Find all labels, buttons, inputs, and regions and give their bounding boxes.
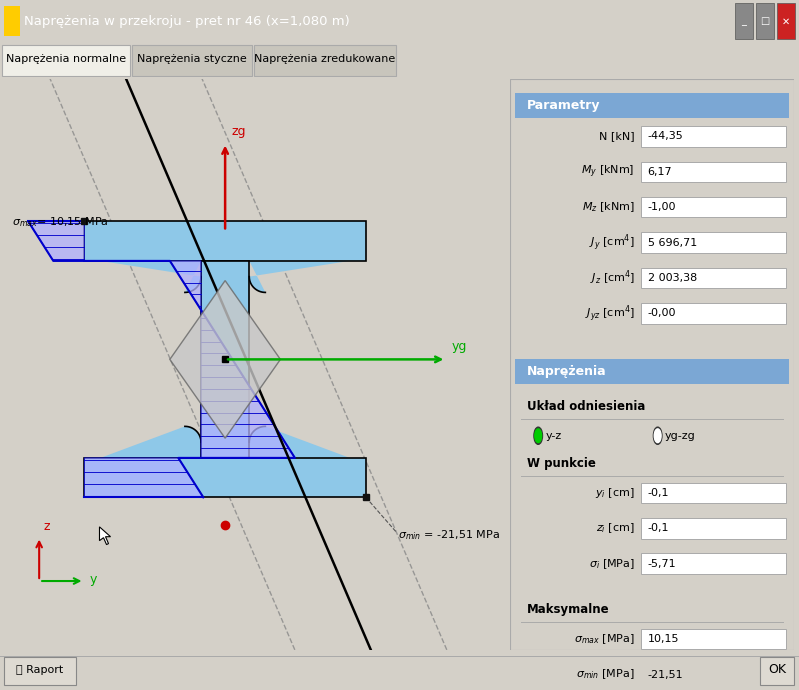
Bar (641, 161, 785, 182)
Bar (641, 629, 785, 649)
Bar (85, 221, 366, 261)
Polygon shape (100, 527, 110, 544)
Text: Naprężenia w przekroju - pret nr 46 (x=1,080 m): Naprężenia w przekroju - pret nr 46 (x=1… (24, 15, 350, 28)
Text: $M_z$ [kNm]: $M_z$ [kNm] (582, 200, 635, 214)
Text: Naprężenia: Naprężenia (527, 365, 606, 378)
Text: zg: zg (231, 125, 245, 138)
Bar (515, 93, 789, 118)
Text: $z_i$ [cm]: $z_i$ [cm] (596, 522, 635, 535)
Text: y-z: y-z (545, 431, 562, 441)
Bar (0, 656, 799, 657)
Bar (777, 3, 795, 39)
Text: Układ odniesienia: Układ odniesienia (527, 400, 646, 413)
Text: Naprężenia zredukowane: Naprężenia zredukowane (254, 54, 396, 63)
Bar (641, 126, 785, 147)
Bar (254, 45, 396, 76)
Bar (641, 553, 785, 574)
Circle shape (654, 429, 661, 442)
Text: z: z (43, 520, 50, 533)
Polygon shape (249, 261, 350, 293)
Text: $\sigma_{min}$ = -21,51 MPa: $\sigma_{min}$ = -21,51 MPa (398, 529, 500, 542)
Text: -1,00: -1,00 (648, 202, 676, 213)
Bar (4, 657, 76, 685)
Bar (641, 268, 785, 288)
Text: -0,1: -0,1 (648, 488, 670, 498)
Bar (760, 657, 794, 685)
Text: yg: yg (451, 339, 467, 353)
Text: yg-zg: yg-zg (665, 431, 696, 441)
Text: -0,00: -0,00 (648, 308, 676, 319)
Text: -44,35: -44,35 (648, 131, 683, 141)
Text: 5 696,71: 5 696,71 (648, 237, 697, 248)
Polygon shape (28, 221, 295, 497)
Text: Parametry: Parametry (527, 99, 600, 112)
Bar (641, 482, 785, 503)
Circle shape (535, 429, 542, 442)
Polygon shape (170, 281, 280, 438)
Text: N [kN]: N [kN] (599, 131, 635, 141)
Circle shape (654, 427, 662, 444)
Text: 6,17: 6,17 (648, 167, 672, 177)
Text: -0,1: -0,1 (648, 523, 670, 533)
Text: $J_y$ [cm$^4$]: $J_y$ [cm$^4$] (590, 232, 635, 253)
Bar (641, 197, 785, 217)
Text: ✕: ✕ (782, 17, 790, 26)
Text: OK: OK (768, 663, 786, 676)
Bar (735, 3, 753, 39)
Bar (641, 518, 785, 539)
Bar (641, 664, 785, 685)
Text: $J_{yz}$ [cm$^4$]: $J_{yz}$ [cm$^4$] (585, 303, 635, 324)
Text: $\sigma_{max}$= 10,15 MPa: $\sigma_{max}$= 10,15 MPa (12, 215, 109, 229)
Polygon shape (101, 261, 201, 293)
Circle shape (534, 427, 543, 444)
Bar (2, 45, 130, 76)
Polygon shape (249, 426, 350, 458)
Bar (4, 6, 20, 37)
Bar (641, 303, 785, 324)
Text: $y_i$ [cm]: $y_i$ [cm] (595, 486, 635, 500)
Text: _: _ (741, 17, 746, 26)
Bar (132, 45, 252, 76)
Text: y: y (89, 573, 97, 586)
Bar (515, 359, 789, 384)
Text: 🖨 Raport: 🖨 Raport (16, 664, 64, 675)
Text: -21,51: -21,51 (648, 669, 683, 680)
Bar (201, 261, 249, 458)
Bar (641, 233, 785, 253)
Text: $\sigma_{max}$ [MPa]: $\sigma_{max}$ [MPa] (574, 632, 635, 646)
Text: 10,15: 10,15 (648, 634, 679, 644)
Text: -5,71: -5,71 (648, 559, 676, 569)
Text: Naprężenia styczne: Naprężenia styczne (137, 54, 247, 63)
Text: $\sigma_i$ [MPa]: $\sigma_i$ [MPa] (589, 557, 635, 571)
Bar (85, 458, 366, 497)
Text: W punkcie: W punkcie (527, 457, 596, 470)
Polygon shape (101, 426, 201, 458)
Bar (756, 3, 774, 39)
Text: Maksymalne: Maksymalne (527, 603, 610, 616)
Text: $J_z$ [cm$^4$]: $J_z$ [cm$^4$] (590, 268, 635, 287)
Text: $M_y$ [kNm]: $M_y$ [kNm] (582, 164, 635, 180)
Text: $\sigma_{min}$ [MPa]: $\sigma_{min}$ [MPa] (576, 668, 635, 682)
Text: Naprężenia normalne: Naprężenia normalne (6, 54, 126, 63)
Text: 2 003,38: 2 003,38 (648, 273, 697, 283)
Text: □: □ (761, 17, 769, 26)
